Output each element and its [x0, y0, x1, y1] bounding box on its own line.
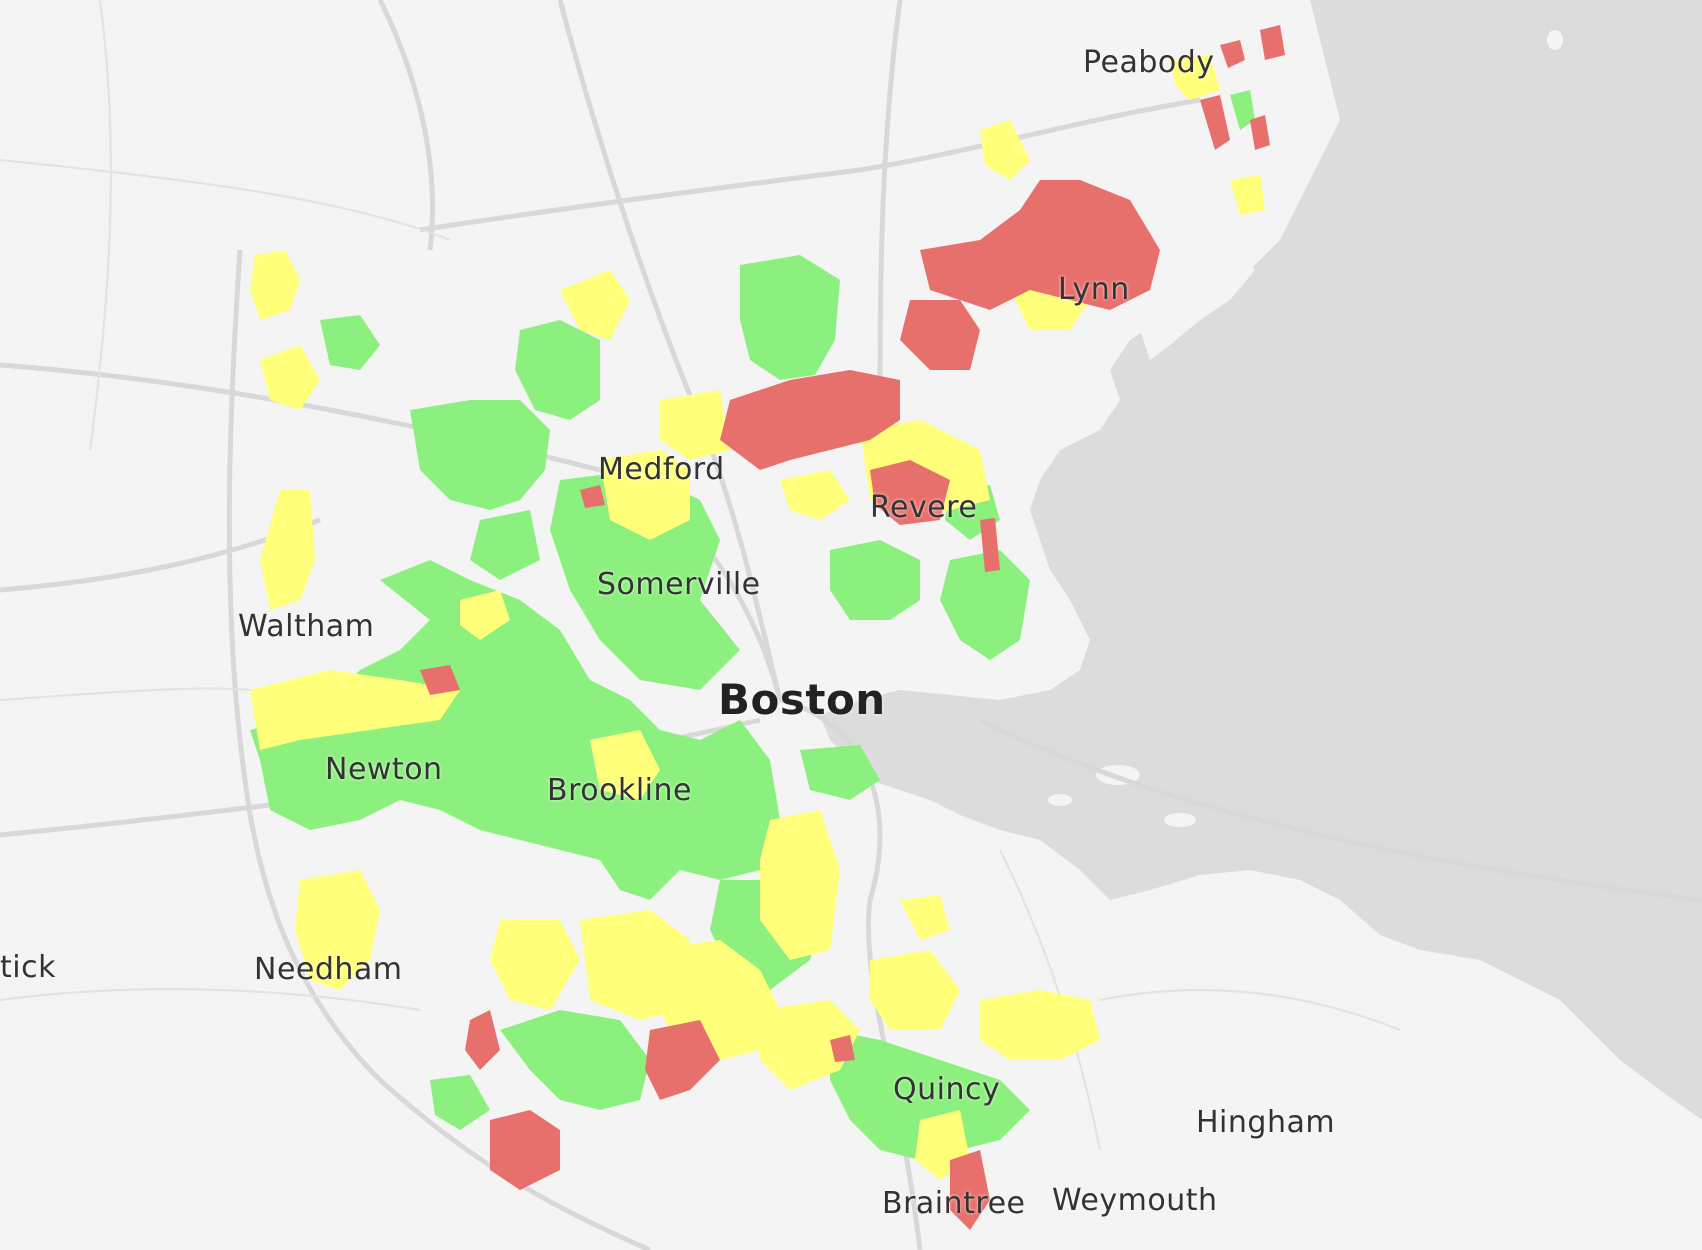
region-medium [490, 920, 580, 1010]
label-brookline: Brookline [547, 773, 692, 808]
region-low [320, 315, 380, 370]
region-high [900, 300, 980, 370]
region-medium [1230, 175, 1265, 215]
region-low [830, 1030, 1030, 1160]
region-high [1200, 95, 1230, 150]
region-high [580, 485, 605, 508]
region-medium [260, 345, 320, 410]
label-boston: Boston [718, 675, 886, 724]
region-high [490, 1110, 560, 1190]
label-lynn: Lynn [1058, 272, 1130, 307]
label-quincy: Quincy [893, 1072, 1001, 1107]
region-high [980, 518, 1000, 572]
region-low [740, 255, 840, 380]
region-medium [1170, 55, 1220, 100]
region-low [500, 1010, 650, 1110]
region-high [920, 180, 1160, 310]
region-medium [760, 1000, 860, 1090]
label-newton: Newton [325, 752, 443, 787]
high-regions [420, 25, 1285, 1230]
region-medium [250, 250, 300, 320]
region-high [870, 460, 950, 525]
region-high [830, 1035, 855, 1062]
region-low [940, 550, 1030, 660]
region-low [550, 470, 740, 690]
region-medium [980, 990, 1100, 1060]
region-low [1230, 90, 1255, 130]
label-somerville: Somerville [597, 567, 761, 602]
region-high [1260, 25, 1285, 60]
region-medium [590, 730, 660, 800]
region-medium [870, 950, 960, 1030]
island [1048, 794, 1072, 806]
region-medium [260, 490, 315, 610]
region-medium [900, 895, 950, 940]
ocean-water [820, 0, 1702, 1120]
region-high [1250, 115, 1270, 150]
label-peabody: Peabody [1083, 45, 1215, 80]
label-needham: Needham [254, 952, 403, 987]
region-medium [600, 450, 690, 540]
label-hingham: Hingham [1196, 1105, 1336, 1140]
region-medium [295, 870, 380, 990]
region-high [465, 1010, 500, 1070]
region-medium [980, 120, 1030, 180]
region-medium [560, 270, 630, 340]
region-low [410, 400, 550, 510]
label-weymouth: Weymouth [1052, 1183, 1218, 1218]
region-low [430, 1075, 490, 1130]
region-medium [250, 670, 460, 750]
region-high [720, 370, 900, 470]
region-high [420, 665, 460, 695]
region-medium [760, 810, 840, 960]
region-low [250, 560, 780, 900]
peninsula [1140, 255, 1255, 360]
medium-regions [250, 55, 1265, 1180]
region-medium [660, 390, 730, 460]
label-braintree: Braintree [882, 1186, 1026, 1221]
region-low [830, 540, 920, 620]
region-medium [460, 590, 510, 640]
region-low [515, 320, 600, 420]
region-low [470, 510, 540, 580]
region-medium [780, 470, 850, 520]
region-high [1220, 40, 1245, 68]
label-medford: Medford [598, 452, 725, 487]
island [1547, 30, 1563, 50]
label-waltham: Waltham [238, 609, 375, 644]
label-revere: Revere [870, 490, 978, 525]
region-low [800, 745, 880, 800]
region-high [950, 1150, 990, 1230]
island [1164, 813, 1196, 827]
region-high [645, 1020, 720, 1100]
label-natick: tick [0, 950, 56, 985]
